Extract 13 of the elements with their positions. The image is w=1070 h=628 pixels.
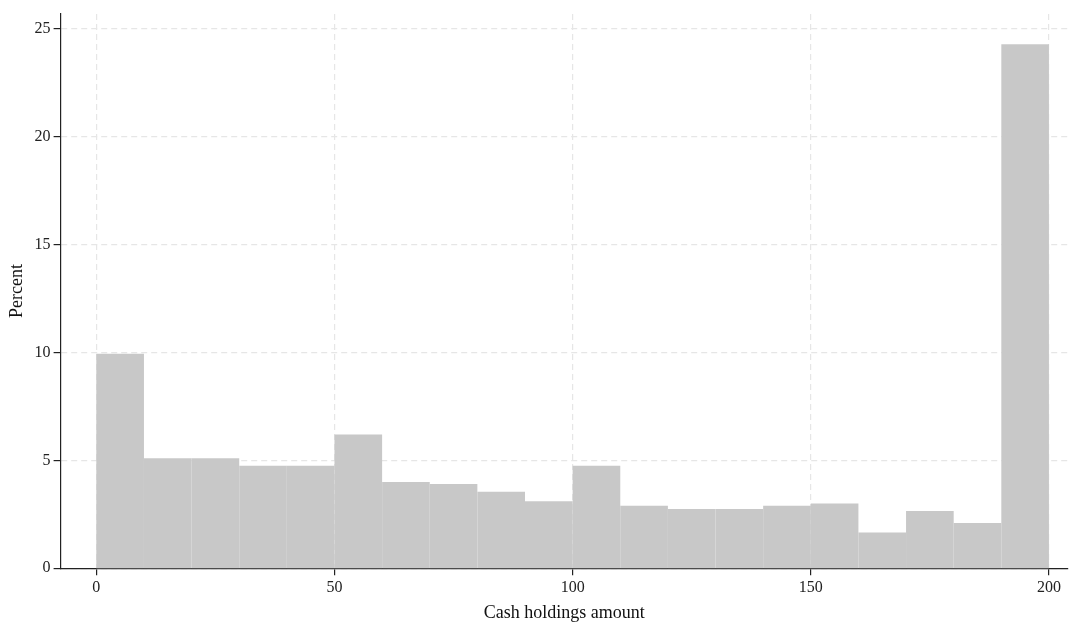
y-tick-label: 25 — [34, 19, 51, 37]
y-axis-title: Percent — [5, 264, 26, 319]
y-tick-label: 5 — [42, 450, 51, 468]
y-tick-label: 15 — [34, 234, 51, 252]
x-tick-label: 200 — [1036, 578, 1061, 595]
x-tick-label: 0 — [92, 578, 101, 595]
x-tick-label: 100 — [560, 578, 585, 595]
x-tick-label: 150 — [798, 578, 823, 595]
y-tick-label: 0 — [42, 558, 51, 576]
y-tick-label: 20 — [34, 127, 51, 145]
y-tick-label: 10 — [34, 342, 51, 360]
x-tick-label: 50 — [326, 578, 343, 595]
x-axis-title: Cash holdings amount — [483, 601, 645, 622]
